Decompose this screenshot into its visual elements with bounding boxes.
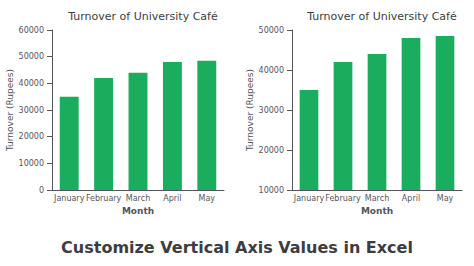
svg-text:Turnover (Rupees): Turnover (Rupees): [245, 69, 255, 152]
svg-text:Turnover (Rupees): Turnover (Rupees): [5, 69, 15, 152]
svg-text:January: January: [53, 194, 85, 203]
svg-text:20000: 20000: [259, 146, 284, 155]
svg-text:March: March: [365, 194, 389, 203]
svg-text:50000: 50000: [19, 52, 44, 61]
svg-text:Month: Month: [361, 206, 393, 216]
svg-text:20000: 20000: [19, 132, 44, 141]
svg-text:May: May: [199, 194, 216, 203]
svg-text:40000: 40000: [19, 79, 44, 88]
svg-text:January: January: [293, 194, 325, 203]
svg-text:February: February: [86, 194, 122, 203]
svg-text:Turnover of University Café: Turnover of University Café: [306, 10, 457, 23]
svg-text:60000: 60000: [19, 26, 44, 35]
svg-text:50000: 50000: [259, 26, 284, 35]
svg-text:10000: 10000: [19, 159, 44, 168]
svg-text:Customize Vertical Axis Values: Customize Vertical Axis Values in Excel: [61, 238, 413, 257]
svg-text:April: April: [163, 194, 181, 203]
svg-text:10000: 10000: [259, 186, 284, 195]
svg-text:April: April: [402, 194, 420, 203]
svg-text:0: 0: [39, 186, 44, 195]
svg-text:40000: 40000: [259, 66, 284, 75]
svg-text:30000: 30000: [19, 106, 44, 115]
svg-text:30000: 30000: [259, 106, 284, 115]
svg-text:March: March: [126, 194, 150, 203]
svg-text:Turnover of University Café: Turnover of University Café: [67, 10, 218, 23]
svg-text:May: May: [437, 194, 454, 203]
svg-text:February: February: [325, 194, 361, 203]
svg-text:Month: Month: [122, 206, 154, 216]
